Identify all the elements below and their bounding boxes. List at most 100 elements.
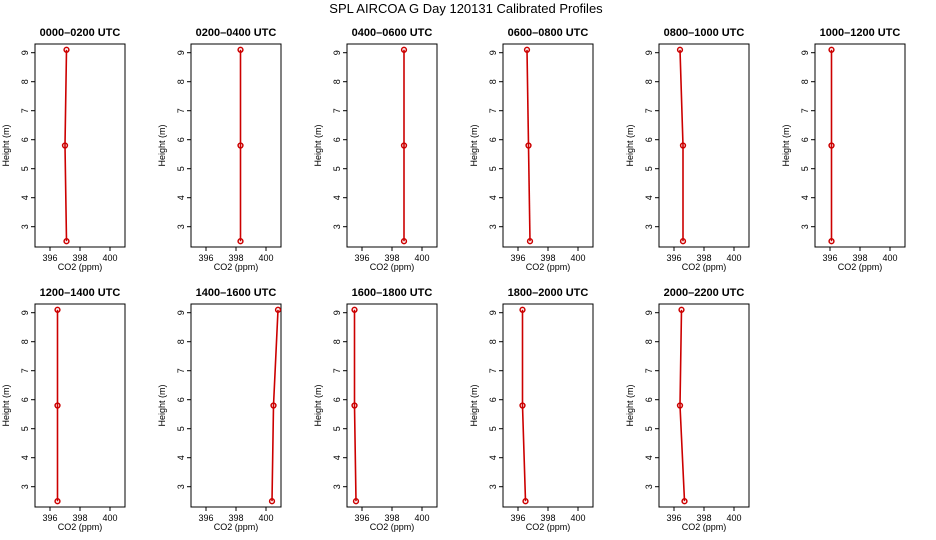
data-point: [519, 306, 526, 313]
x-tick-label: 398: [384, 253, 399, 263]
x-tick-label: 400: [726, 513, 741, 523]
x-axis-label: CO2 (ppm): [526, 262, 571, 272]
y-tick-label: 6: [488, 397, 498, 402]
y-tick-label: 7: [488, 368, 498, 373]
y-axis-label: Height (m): [781, 124, 791, 166]
y-tick-label: 9: [20, 50, 30, 55]
data-point: [828, 46, 835, 53]
y-tick-label: 7: [332, 368, 342, 373]
y-tick-label: 4: [20, 195, 30, 200]
y-tick-label: 4: [332, 195, 342, 200]
data-point: [676, 46, 684, 53]
y-tick-label: 3: [176, 224, 186, 229]
x-tick-label: 400: [726, 253, 741, 263]
data-point: [523, 46, 531, 53]
y-tick-label: 8: [644, 79, 654, 84]
y-axis-label: Height (m): [157, 384, 167, 426]
profile-line: [64, 49, 68, 242]
data-point: [351, 306, 358, 313]
y-tick-label: 5: [488, 166, 498, 171]
y-tick-label: 3: [800, 224, 810, 229]
x-tick-label: 400: [570, 253, 585, 263]
data-point: [54, 498, 61, 505]
y-tick-label: 4: [644, 455, 654, 460]
y-tick-label: 3: [20, 224, 30, 229]
x-tick-label: 396: [822, 253, 837, 263]
y-tick-label: 5: [176, 426, 186, 431]
x-tick-label: 396: [354, 513, 369, 523]
x-tick-label: 398: [696, 513, 711, 523]
y-tick-label: 7: [20, 368, 30, 373]
y-tick-label: 5: [488, 426, 498, 431]
y-tick-label: 8: [800, 79, 810, 84]
x-tick-label: 400: [570, 513, 585, 523]
data-point: [400, 238, 408, 245]
x-tick-label: 396: [42, 253, 57, 263]
y-tick-label: 6: [20, 137, 30, 142]
x-tick-label: 396: [510, 253, 525, 263]
y-tick-label: 4: [332, 455, 342, 460]
x-tick-label: 396: [198, 253, 213, 263]
panel-title: 1200–1400 UTC: [40, 287, 121, 299]
y-tick-label: 3: [332, 224, 342, 229]
x-tick-label: 398: [696, 253, 711, 263]
data-point: [352, 498, 360, 505]
panel-title: 0400–0600 UTC: [352, 27, 433, 39]
data-point: [54, 306, 61, 313]
x-tick-label: 400: [414, 253, 429, 263]
y-tick-label: 4: [176, 195, 186, 200]
y-tick-label: 6: [176, 397, 186, 402]
y-tick-label: 6: [644, 137, 654, 142]
data-point: [63, 46, 70, 53]
y-tick-label: 9: [332, 310, 342, 315]
y-tick-label: 8: [332, 79, 342, 84]
y-tick-label: 3: [644, 484, 654, 489]
profile-line: [271, 309, 279, 502]
y-axis-label: Height (m): [1, 124, 11, 166]
y-tick-label: 4: [488, 195, 498, 200]
x-tick-label: 398: [228, 253, 243, 263]
y-tick-label: 5: [800, 166, 810, 171]
y-tick-label: 7: [800, 108, 810, 113]
data-point: [274, 306, 282, 313]
x-axis-label: CO2 (ppm): [682, 262, 727, 272]
data-point: [237, 142, 244, 149]
x-axis-label: CO2 (ppm): [370, 262, 415, 272]
x-tick-label: 396: [666, 253, 681, 263]
data-point: [519, 402, 526, 409]
y-tick-label: 8: [20, 79, 30, 84]
y-tick-label: 6: [332, 137, 342, 142]
x-tick-label: 396: [510, 513, 525, 523]
y-tick-label: 9: [176, 310, 186, 315]
y-tick-label: 6: [644, 397, 654, 402]
x-tick-label: 400: [882, 253, 897, 263]
x-axis-label: CO2 (ppm): [58, 522, 103, 532]
y-tick-label: 3: [20, 484, 30, 489]
y-tick-label: 8: [644, 339, 654, 344]
data-point: [270, 402, 277, 409]
x-axis-label: CO2 (ppm): [682, 522, 727, 532]
x-axis-label: CO2 (ppm): [838, 262, 883, 272]
y-tick-label: 4: [20, 455, 30, 460]
y-tick-label: 5: [20, 166, 30, 171]
x-tick-label: 396: [198, 513, 213, 523]
panel-title: 0600–0800 UTC: [508, 27, 589, 39]
panel-title: 0000–0200 UTC: [40, 27, 121, 39]
profile-line: [526, 49, 531, 242]
x-axis-label: CO2 (ppm): [214, 262, 259, 272]
data-point: [679, 142, 687, 149]
y-tick-label: 5: [176, 166, 186, 171]
x-axis-label: CO2 (ppm): [58, 262, 103, 272]
data-point: [828, 238, 835, 245]
y-tick-label: 5: [332, 166, 342, 171]
data-point: [681, 498, 688, 505]
profile-line: [679, 49, 684, 242]
